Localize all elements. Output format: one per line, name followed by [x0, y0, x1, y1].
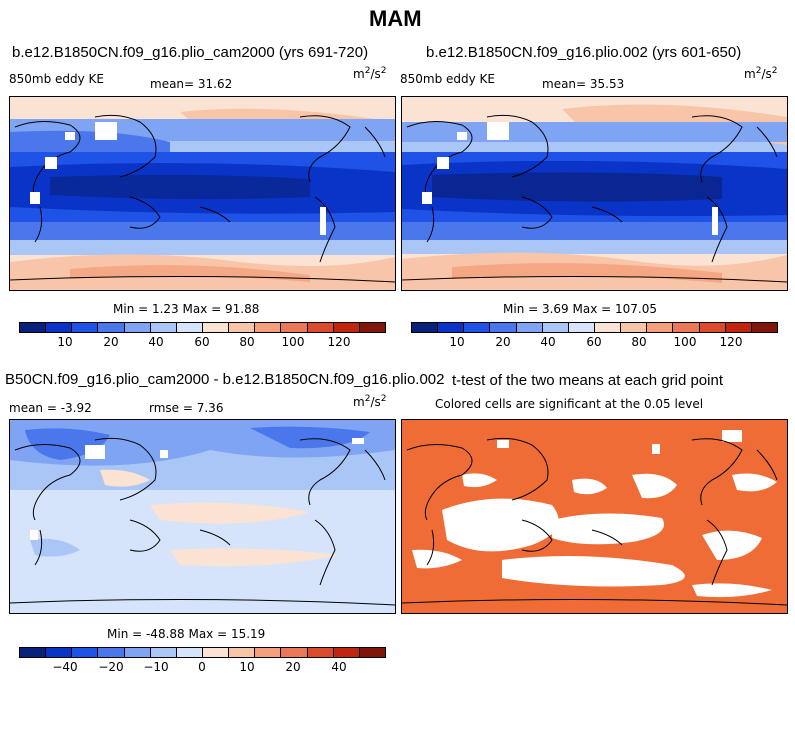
colorbar-swatch — [412, 323, 439, 332]
colorbar-swatch — [281, 323, 308, 332]
colorbar-swatch — [621, 323, 648, 332]
colorbar-tick-label: 120 — [327, 335, 351, 349]
panel-1-units: m2/s2 — [353, 66, 387, 81]
colorbar-tick-label: 20 — [495, 335, 511, 349]
colorbar-swatch — [72, 323, 99, 332]
colorbar-tick-label: 40 — [148, 335, 164, 349]
colorbar-swatch — [333, 648, 360, 657]
colorbar-swatch — [46, 648, 73, 657]
panel-4-significance-field — [401, 420, 788, 613]
colorbar-tick-label: 0 — [198, 660, 206, 674]
colorbar-tick-label: 100 — [281, 335, 305, 349]
colorbar-tick-label: −20 — [98, 660, 124, 674]
panel-2-mean: mean= 35.53 — [542, 77, 625, 91]
colorbar-swatch — [333, 323, 360, 332]
colorbar-swatch — [124, 323, 151, 332]
panel-2-units: m2/s2 — [744, 66, 778, 81]
colorbar-swatch — [359, 323, 385, 332]
colorbar-swatch — [438, 323, 465, 332]
colorbar-swatch — [647, 323, 674, 332]
panel-3-rmse: rmse = 7.36 — [149, 401, 224, 415]
colorbar-swatch — [98, 648, 125, 657]
colorbar-swatch — [229, 648, 256, 657]
colorbar-tick-label: 80 — [239, 335, 255, 349]
colorbar-swatch — [46, 323, 73, 332]
colorbar-swatch — [150, 648, 177, 657]
panel-3-mean: mean = -3.92 — [9, 401, 92, 415]
colorbar-tick-label: 100 — [673, 335, 697, 349]
colorbar-swatch — [307, 648, 334, 657]
colorbar-swatch — [202, 648, 230, 657]
panel-1-eddy-ke-field — [9, 97, 396, 290]
panel-3-map — [9, 419, 396, 614]
panel-3-difference-field — [9, 420, 396, 613]
colorbar-swatch — [594, 323, 622, 332]
panel-2-colorbar — [411, 322, 778, 333]
colorbar-tick-label: 120 — [719, 335, 743, 349]
colorbar-swatch — [202, 323, 230, 332]
colorbar-tick-label: 80 — [631, 335, 647, 349]
panel-4-map — [401, 419, 788, 614]
panel-1-mean: mean= 31.62 — [150, 77, 233, 91]
panel-4-subtitle: Colored cells are significant at the 0.0… — [435, 397, 704, 411]
colorbar-tick-label: 10 — [57, 335, 73, 349]
colorbar-swatch — [699, 323, 726, 332]
colorbar-swatch — [229, 323, 256, 332]
panel-3-colorbar — [19, 647, 386, 658]
colorbar-swatch — [20, 648, 47, 657]
colorbar-swatch — [150, 323, 177, 332]
colorbar-swatch — [255, 323, 282, 332]
panel-4-title: t-test of the two means at each grid poi… — [452, 372, 723, 389]
panel-1-map — [9, 96, 396, 291]
colorbar-swatch — [490, 323, 517, 332]
panel-1-minmax: Min = 1.23 Max = 91.88 — [113, 302, 260, 316]
colorbar-swatch — [281, 648, 308, 657]
panel-2-title: b.e12.B1850CN.f09_g16.plio.002 (yrs 601-… — [426, 44, 742, 61]
colorbar-swatch — [568, 323, 595, 332]
colorbar-tick-label: 20 — [285, 660, 301, 674]
panel-3-units: m2/s2 — [353, 394, 387, 409]
panel-2-minmax: Min = 3.69 Max = 107.05 — [503, 302, 657, 316]
colorbar-tick-label: 20 — [103, 335, 119, 349]
colorbar-tick-label: 10 — [239, 660, 255, 674]
colorbar-tick-label: 60 — [194, 335, 210, 349]
panel-1-colorbar — [19, 322, 386, 333]
panel-2-eddy-ke-field — [401, 97, 788, 290]
colorbar-tick-label: 60 — [586, 335, 602, 349]
panel-3-minmax: Min = -48.88 Max = 15.19 — [107, 627, 266, 641]
colorbar-swatch — [176, 323, 203, 332]
colorbar-swatch — [464, 323, 491, 332]
colorbar-swatch — [20, 323, 47, 332]
figure-title: MAM — [369, 6, 422, 31]
colorbar-swatch — [673, 323, 700, 332]
colorbar-swatch — [542, 323, 569, 332]
colorbar-tick-label: 40 — [331, 660, 347, 674]
colorbar-swatch — [124, 648, 151, 657]
panel-1-title: b.e12.B1850CN.f09_g16.plio_cam2000 (yrs … — [12, 44, 369, 61]
colorbar-tick-label: −10 — [143, 660, 169, 674]
colorbar-swatch — [359, 648, 385, 657]
panel-2-variable-label: 850mb eddy KE — [400, 72, 496, 86]
colorbar-swatch — [516, 323, 543, 332]
colorbar-swatch — [176, 648, 203, 657]
panel-3-title: B50CN.f09_g16.plio_cam2000 - b.e12.B1850… — [5, 371, 445, 388]
colorbar-tick-label: −40 — [52, 660, 78, 674]
colorbar-tick-label: 10 — [449, 335, 465, 349]
colorbar-swatch — [751, 323, 777, 332]
panel-2-map — [401, 96, 788, 291]
panel-1-variable-label: 850mb eddy KE — [9, 72, 105, 86]
colorbar-swatch — [725, 323, 752, 332]
colorbar-swatch — [98, 323, 125, 332]
colorbar-tick-label: 40 — [540, 335, 556, 349]
colorbar-swatch — [72, 648, 99, 657]
colorbar-swatch — [307, 323, 334, 332]
colorbar-swatch — [255, 648, 282, 657]
